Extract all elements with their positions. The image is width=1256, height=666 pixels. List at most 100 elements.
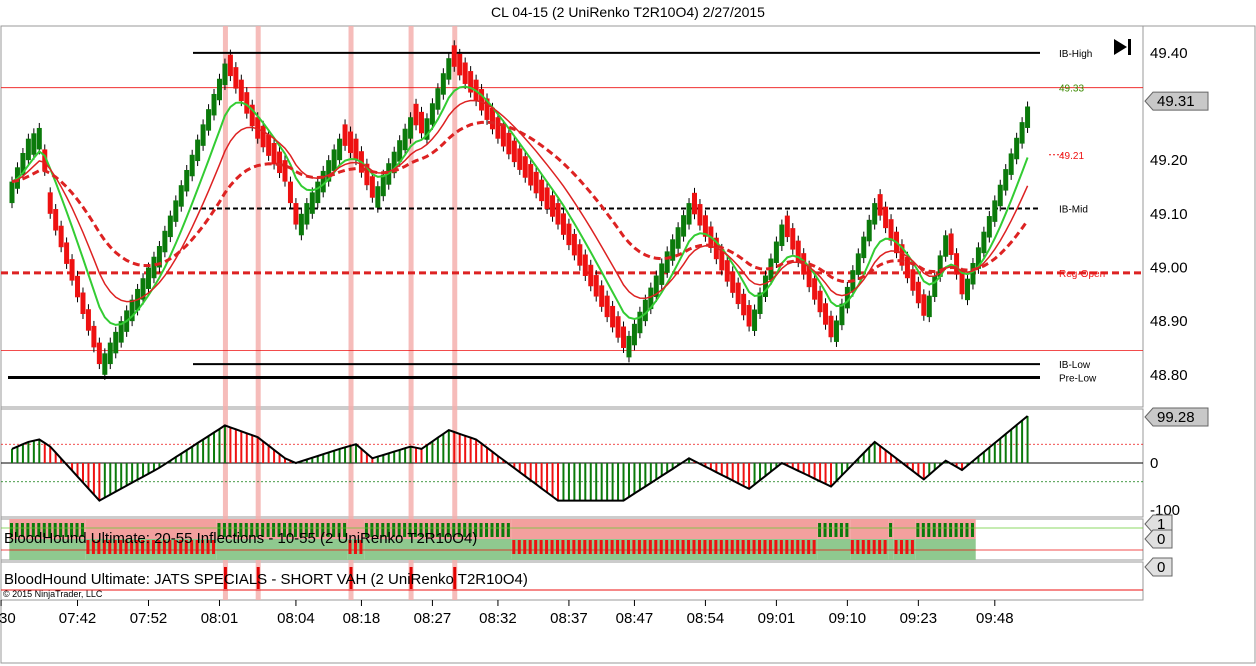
bh-bar (48, 523, 52, 537)
renko-brick (997, 184, 1003, 207)
bh-bar (654, 540, 658, 554)
renko-brick (899, 244, 905, 266)
bh-bar (162, 540, 166, 554)
bh-bar (768, 540, 772, 554)
bh-bar (550, 540, 554, 554)
bh-bar (468, 523, 472, 537)
renko-brick (631, 323, 637, 346)
moving-averages (11, 85, 1029, 326)
renko-bricks (9, 40, 1031, 380)
bh-bar (130, 540, 134, 554)
bh-bar (572, 540, 576, 554)
bh-background (216, 539, 348, 560)
bh-bar (714, 540, 718, 554)
bh-bar (637, 540, 641, 554)
bh-bar (643, 540, 647, 554)
bh-bar (173, 540, 177, 554)
x-tick-label: 08:32 (479, 610, 517, 627)
bh-bar (801, 540, 805, 554)
bh-bar (905, 540, 909, 554)
x-tick-label: 08:18 (343, 610, 381, 627)
renko-brick (833, 320, 839, 342)
renko-brick (69, 259, 75, 281)
renko-brick (588, 264, 594, 287)
bh-bar (102, 540, 106, 554)
renko-brick (992, 200, 998, 222)
bh-bar (31, 523, 35, 537)
bh-bar (370, 523, 374, 537)
bh-bar (53, 523, 57, 537)
renko-brick (408, 117, 414, 139)
bh-bar (676, 540, 680, 554)
renko-brick (206, 109, 212, 131)
renko-brick (522, 156, 528, 178)
scroll-end-icon[interactable] (1114, 39, 1131, 55)
bh-bar (424, 523, 428, 537)
renko-brick (812, 278, 818, 300)
bh-bar (850, 540, 854, 554)
bh-bar (86, 540, 90, 554)
renko-brick (986, 216, 992, 238)
bh-bar (124, 540, 128, 554)
renko-brick (599, 285, 605, 307)
bh-bar (867, 540, 871, 554)
jats-signals (1, 567, 1143, 591)
renko-brick (64, 242, 70, 264)
renko-brick (659, 263, 665, 285)
renko-brick (162, 230, 168, 253)
bh-bar (179, 540, 183, 554)
bh-bar (878, 540, 882, 554)
renko-brick (975, 247, 981, 269)
x-tick-label: 09:01 (758, 610, 796, 627)
osc-value-tag (1144, 407, 1209, 427)
renko-brick (615, 316, 621, 338)
bh-bar (970, 523, 974, 537)
signal-marker (408, 26, 414, 600)
bh-bar (697, 540, 701, 554)
renko-brick (883, 206, 889, 229)
renko-brick (528, 164, 534, 186)
renko-brick (211, 93, 217, 116)
renko-brick (915, 281, 921, 304)
renko-brick (544, 187, 550, 209)
renko-brick (42, 149, 48, 171)
bh-bar (359, 540, 363, 554)
renko-brick (795, 240, 801, 263)
renko-brick (511, 140, 517, 163)
renko-brick (413, 103, 419, 126)
bh-bar (321, 523, 325, 537)
renko-brick (85, 309, 91, 331)
renko-brick (921, 294, 927, 316)
renko-brick (1019, 122, 1025, 144)
renko-brick (331, 149, 337, 171)
renko-brick (560, 213, 566, 235)
renko-brick (932, 275, 938, 297)
bh-bar (190, 540, 194, 554)
renko-brick (244, 92, 250, 114)
renko-brick (75, 275, 81, 298)
renko-brick (621, 326, 627, 348)
signal-marker (452, 26, 458, 600)
bh-bar (621, 540, 625, 554)
x-tick-label: 08:01 (201, 610, 239, 627)
bh-bar (889, 523, 893, 537)
bh-bar (283, 523, 286, 537)
y-tick-label: 48.80 (1150, 367, 1188, 384)
renko-brick (604, 295, 610, 318)
renko-brick (593, 275, 599, 297)
bh-bar (222, 523, 226, 537)
bh-background (9, 539, 86, 560)
bh-bar (261, 523, 265, 537)
renko-brick (309, 192, 315, 214)
bh-bar (534, 540, 538, 554)
bh-bar (446, 523, 450, 537)
renko-brick (129, 299, 135, 322)
y-tick-label: 49.10 (1150, 206, 1188, 223)
renko-brick (735, 282, 741, 305)
bh-bar (545, 540, 549, 554)
renko-brick (943, 235, 949, 257)
renko-brick (91, 325, 97, 348)
renko-brick (1014, 137, 1020, 160)
x-tick-label: 08:37 (550, 610, 588, 627)
